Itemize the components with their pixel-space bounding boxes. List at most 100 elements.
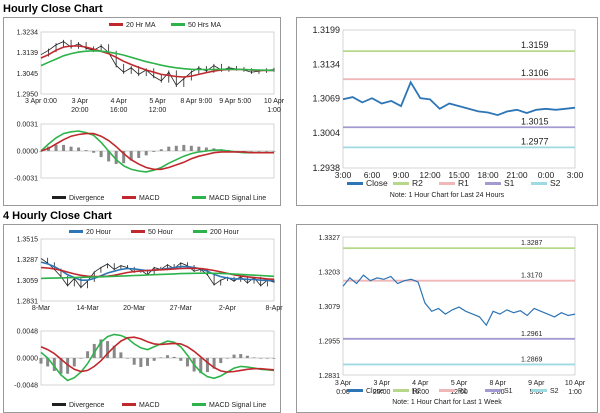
four-hourly-macd-divergence-bar-15 [139, 358, 143, 367]
four-hourly-macd-y-tick-1: 0.0000 [17, 356, 39, 363]
four-hourly-macd-divergence-bar-27 [219, 358, 223, 364]
hourly-ma-x-tick-2-line-1: 16:00 [110, 107, 128, 114]
hourly-ma-x-tick-5: 9 Apr 5:00 [219, 98, 251, 105]
four-hourly-week-plot-frame [342, 236, 576, 376]
hourly-24h-level-label-r2: 1.3159 [521, 40, 549, 50]
hourly-24h-x-tick-5: 18:00 [477, 170, 499, 180]
hourly-ma-x-tick-6-line-1: 1:00 [267, 107, 281, 114]
four-hourly-macd-divergence-bar-6 [79, 358, 83, 359]
four-hourly-ma-legend-label-0: 20 Hour [86, 229, 112, 236]
hourly-ma-y-tick-3: 1.2950 [17, 92, 39, 99]
four-hourly-macd-divergence-bar-35 [272, 358, 276, 359]
four-hourly-ma-legend-label-2: 200 Hour [210, 229, 239, 236]
hourly-right-panel: 1.3199 1.3134 1.3069 1.3004 1.2938 3:00 6:00 9:… [296, 17, 598, 206]
four-hourly-ma-legend-label-1: 50 Hour [148, 229, 174, 236]
hourly-24h-legend-label-3: S1 [504, 178, 515, 188]
four-hourly-ma-y-tick-1: 1.3287 [17, 257, 39, 264]
four-hourly-macd-divergence-bar-2 [52, 358, 56, 371]
four-hourly-week-y-tick-1: 1.3203 [319, 270, 341, 277]
hourly-ma-x-tick-1-line-1: 20:00 [71, 107, 89, 114]
hourly-macd-divergence-bar-19 [182, 144, 186, 151]
hourly-macd-divergence-bar-22 [204, 147, 208, 151]
hourly-24h-legend-label-4: S2 [550, 178, 561, 188]
four-hourly-week-x-tick-0-line-0: 3 Apr [335, 380, 352, 387]
hourly-macd-legend-label-1: MACD [139, 195, 160, 202]
hourly-ma-x-tick-3-line-1: 12:00 [149, 107, 167, 114]
four-hourly-week-level-label-r2: 1.3287 [521, 240, 543, 247]
four-hourly-macd-divergence-bar-20 [172, 356, 176, 358]
four-hourly-week-x-tick-2-line-1: 16:00 [412, 389, 430, 396]
hourly-macd-y-tick-0: 0.0031 [17, 122, 39, 129]
hourly-macd-divergence-bar-15 [152, 151, 156, 152]
four-hourly-macd-divergence-bar-3 [59, 358, 63, 374]
four-hourly-macd-legend-label-2: MACD Signal Line [209, 402, 266, 409]
hourly-24h-legend-swatch-0 [347, 182, 363, 185]
hourly-macd-legend-swatch-1 [122, 196, 136, 199]
four-hourly-macd-divergence-bar-13 [126, 358, 130, 359]
hourly-ma-x-tick-1-line-0: 3 Apr [72, 98, 89, 105]
four-hourly-week-legend-label-3: S1 [504, 388, 513, 395]
four-hourly-macd-divergence-bar-26 [212, 358, 216, 369]
four-hourly-macd-divergence-bar-24 [199, 358, 203, 374]
hourly-24h-y-tick-0: 1.3199 [312, 25, 340, 35]
four-hourly-macd-divergence-bar-5 [72, 358, 76, 367]
four-hourly-ma-plot-frame [40, 238, 275, 302]
four-hourly-ma-x-tick-3: 27-Mar [170, 305, 193, 312]
four-hourly-week-legend-swatch-4 [531, 389, 547, 392]
hourly-macd-divergence-bar-18 [174, 145, 178, 151]
hourly-24h-legend-label-0: Close [366, 178, 388, 188]
hourly-macd-divergence-bar-12 [129, 151, 133, 161]
hourly-macd-divergence-bar-2 [54, 144, 58, 151]
four-hourly-macd-divergence-bar-4 [66, 358, 70, 374]
four-hourly-macd-legend-swatch-1 [122, 403, 136, 406]
four-hourly-macd-legend-label-0: Divergence [69, 402, 105, 409]
hourly-macd-legend-label-2: MACD Signal Line [209, 195, 266, 202]
four-hourly-week-x-tick-1-line-0: 3 Apr [373, 380, 390, 387]
four-hourly-week-x-tick-4-line-1: 9:00 [491, 389, 505, 396]
hourly-ma-legend-swatch-0 [109, 23, 123, 26]
hourly-24h-x-tick-7: 0:00 [538, 170, 555, 180]
four-hourly-ma-x-tick-1: 14-Mar [77, 305, 100, 312]
four-hourly-week-close-line [342, 274, 576, 327]
hourly-macd-divergence-bar-3 [62, 144, 66, 151]
four-hourly-week-note: Note: 1 Hour Chart for Last 1 Week [392, 399, 502, 406]
hourly-ma-x-tick-2-line-0: 4 Apr [110, 98, 127, 105]
four-hourly-week-level-label-r1: 1.3170 [521, 273, 543, 280]
hourly-24h-x-tick-1: 6:00 [364, 170, 381, 180]
four-hourly-week-y-tick-3: 1.2955 [319, 339, 341, 346]
four-hourly-ma-ma50-line [40, 266, 275, 281]
hourly-macd-divergence-bar-21 [197, 146, 201, 151]
four-hourly-week-legend-label-0: Close [366, 388, 384, 395]
hourly-macd-legend-label-0: Divergence [69, 195, 105, 202]
four-hourly-ma-y-tick-3: 1.2831 [17, 299, 39, 306]
four-hourly-macd-divergence-bar-29 [232, 354, 236, 358]
hourly-macd-y-tick-2: -0.0031 [14, 176, 38, 183]
four-hourly-macd-divergence-bar-16 [146, 358, 150, 366]
four-hourly-macd-y-tick-2: -0.0048 [14, 383, 38, 390]
four-hourly-week-legend-swatch-2 [439, 389, 455, 392]
four-hourly-ma-ma200-line [40, 272, 275, 280]
hourly-24h-legend-swatch-3 [485, 182, 501, 185]
hourly-macd-y-tick-1: 0.0000 [17, 149, 39, 156]
hourly-macd-divergence-bar-5 [77, 147, 81, 151]
hourly-24h-y-tick-2: 1.3069 [312, 94, 340, 104]
four-hourly-ma-y-tick-0: 1.3515 [17, 237, 39, 244]
hourly-macd-divergence-bar-28 [249, 151, 253, 152]
hourly-24h-level-label-r1: 1.3106 [521, 68, 549, 78]
hourly-macd-divergence-bar-0 [39, 151, 43, 152]
hourly-macd-signal-line [40, 132, 274, 171]
four-hourly-macd-divergence-bar-31 [245, 355, 249, 358]
hourly-24h-y-tick-1: 1.3134 [312, 59, 340, 69]
four-hourly-ma-x-tick-2: 20-Mar [123, 305, 146, 312]
hourly-macd-divergence-bar-7 [92, 151, 96, 153]
hourly-ma-x-tick-4: 8 Apr 9:00 [180, 98, 212, 105]
four-hourly-macd-divergence-bar-33 [259, 358, 263, 359]
hourly-macd-chart: 0.0031 0.0000 -0.0031 Divergence MACD MACD Si… [14, 122, 276, 202]
hourly-24h-x-tick-6: 21:00 [506, 170, 528, 180]
four-hourly-macd-divergence-bar-17 [152, 358, 156, 361]
hourly-24h-x-tick-4: 15:00 [448, 170, 470, 180]
hourly-ma-ma50-line [40, 49, 275, 72]
hourly-ma-y-tick-2: 1.3045 [17, 71, 39, 78]
hourly-macd-divergence-bar-6 [84, 150, 88, 151]
hourly-macd-divergence-bar-17 [167, 146, 171, 151]
